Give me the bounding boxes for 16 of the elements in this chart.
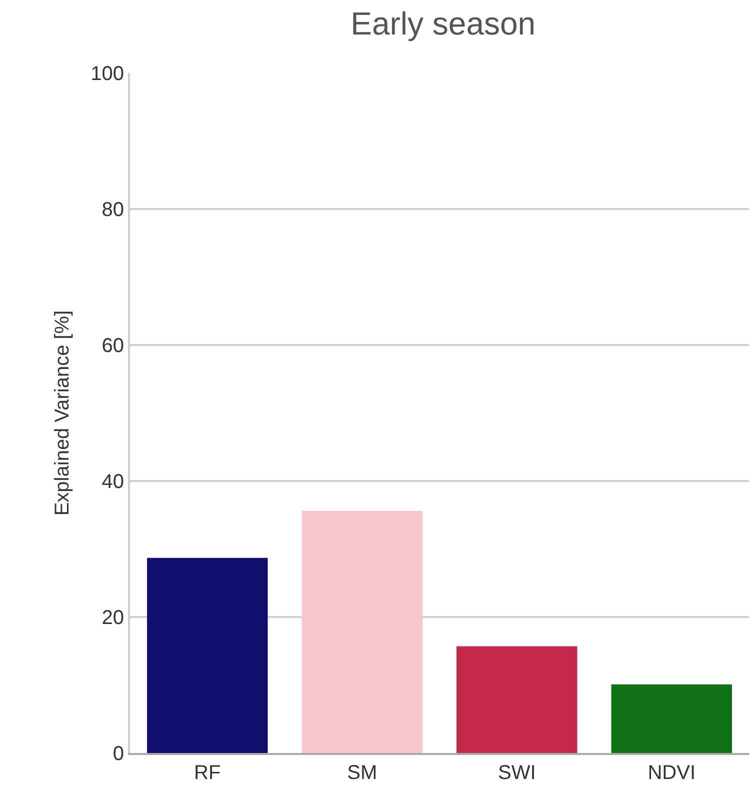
bar — [456, 646, 578, 753]
y-tick-label: 80 — [102, 199, 124, 221]
bar — [611, 684, 732, 753]
y-tick-label: 0 — [112, 743, 124, 765]
x-tick-label: NDVI — [648, 762, 696, 784]
y-tick-label: 20 — [102, 607, 124, 629]
x-tick-label: RF — [194, 762, 221, 784]
bar — [302, 510, 422, 753]
chart-title: Early season — [350, 5, 536, 42]
y-tick-label: 60 — [102, 335, 124, 357]
x-tick-label: SWI — [498, 762, 536, 784]
y-tick-label: 100 — [90, 63, 124, 85]
x-tick-label: SM — [347, 762, 378, 784]
y-axis-title: Explained Variance [%] — [52, 310, 74, 516]
bar — [147, 558, 268, 753]
y-tick-label: 40 — [102, 471, 124, 493]
